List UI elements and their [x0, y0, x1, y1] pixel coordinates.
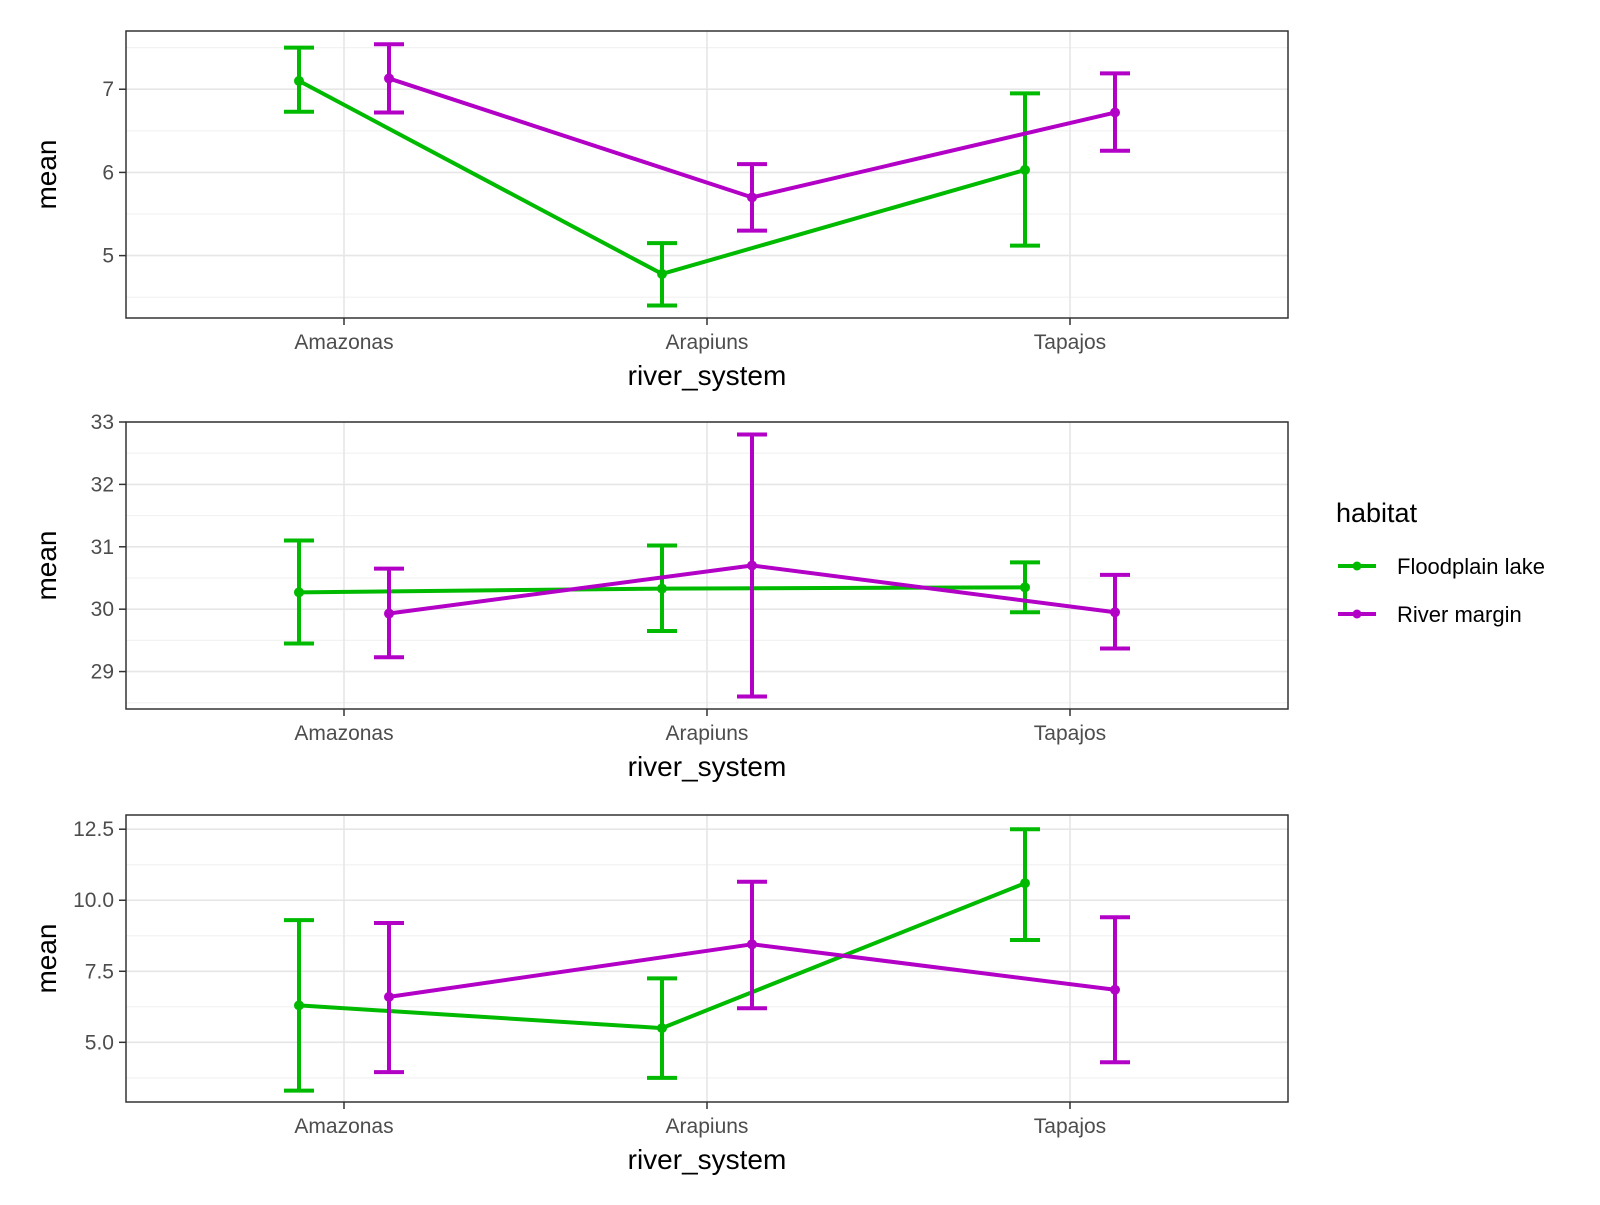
legend-key-point-floodplain-lake	[1352, 561, 1362, 571]
data-point	[294, 75, 304, 86]
y-tick-label: 10.0	[73, 889, 114, 912]
series-river-margin	[374, 432, 1130, 699]
data-point	[384, 73, 394, 84]
y-tick-label: 6	[102, 161, 114, 184]
legend-title: habitat	[1336, 498, 1418, 528]
data-point	[657, 1023, 667, 1034]
legend-entry-river-margin: River margin	[1338, 602, 1522, 627]
y-tick-label: 7	[102, 78, 114, 101]
data-point	[657, 583, 667, 594]
y-tick-label: 31	[91, 536, 114, 559]
data-point	[384, 608, 394, 619]
y-tick-label: 33	[91, 411, 114, 434]
y-tick-label: 29	[91, 661, 114, 684]
x-tick-label: Tapajos	[1034, 722, 1106, 745]
y-tick-label: 7.5	[85, 960, 114, 983]
x-tick-label: Arapiuns	[666, 1115, 749, 1138]
data-point	[747, 939, 757, 950]
panel-2: 29 30 31 32 33 Amazonas Arapiuns Tapajos river_s…	[31, 411, 1289, 782]
x-axis-title: river_system	[628, 360, 787, 391]
data-point	[384, 991, 394, 1002]
x-tick-label: Arapiuns	[666, 722, 749, 745]
legend-label-floodplain-lake: Floodplain lake	[1397, 554, 1545, 579]
legend-key-point-river-margin	[1352, 609, 1362, 619]
data-point	[294, 587, 304, 598]
x-tick-label: Amazonas	[294, 722, 393, 745]
series-river-margin	[374, 879, 1130, 1075]
panel-3: 5.0 7.5 10.0 12.5 Amazonas Arapiuns Tapajos riv…	[31, 814, 1289, 1175]
x-tick-label: Amazonas	[294, 331, 393, 354]
x-axis-title: river_system	[628, 751, 787, 782]
y-axis-title: mean	[31, 530, 62, 600]
y-tick-label: 5	[102, 245, 114, 268]
data-point	[1020, 164, 1030, 175]
data-point	[747, 192, 757, 203]
legend-label-river-margin: River margin	[1397, 602, 1522, 627]
data-point	[1110, 107, 1120, 118]
y-axis-title: mean	[31, 139, 62, 209]
y-tick-label: 30	[91, 598, 114, 621]
series-floodplain-lake	[284, 538, 1040, 646]
x-tick-label: Amazonas	[294, 1115, 393, 1138]
series-river-margin	[374, 42, 1130, 233]
x-tick-label: Tapajos	[1034, 1115, 1106, 1138]
data-point	[1020, 878, 1030, 889]
data-point	[1020, 582, 1030, 593]
y-tick-label: 12.5	[73, 818, 114, 841]
legend-entry-floodplain-lake: Floodplain lake	[1338, 554, 1545, 579]
series-floodplain-lake	[284, 45, 1040, 308]
data-point	[657, 268, 667, 279]
x-axis-title: river_system	[628, 1144, 787, 1175]
x-tick-label: Tapajos	[1034, 331, 1106, 354]
y-tick-label: 5.0	[85, 1031, 114, 1054]
panel-1: 5 6 7 Amazonas Arapiuns Tapajos river_system me…	[31, 30, 1289, 391]
legend: habitat Floodplain lake River margin	[1336, 498, 1545, 627]
y-tick-label: 32	[91, 473, 114, 496]
data-point	[747, 560, 757, 571]
series-floodplain-lake	[284, 827, 1040, 1093]
y-axis-title: mean	[31, 923, 62, 993]
data-point	[1110, 984, 1120, 995]
x-tick-label: Arapiuns	[666, 331, 749, 354]
data-point	[294, 1000, 304, 1011]
data-point	[1110, 607, 1120, 618]
